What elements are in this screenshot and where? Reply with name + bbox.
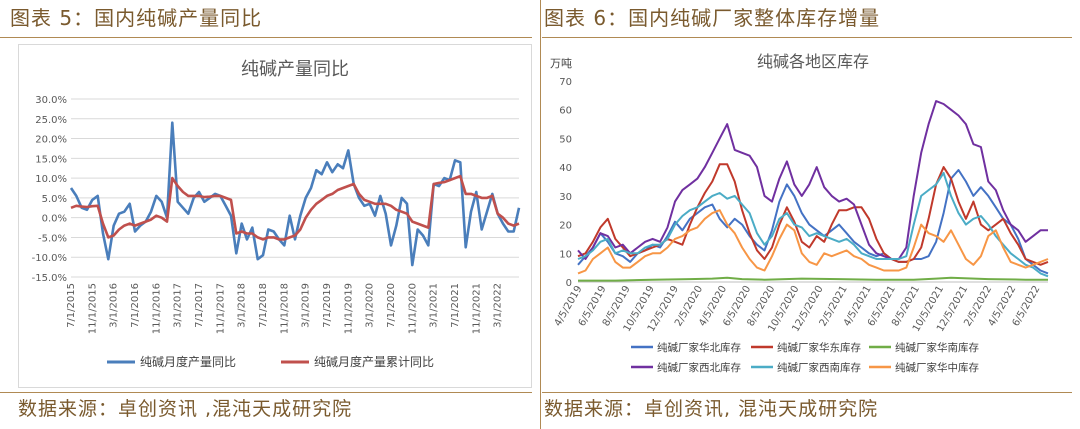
left-source-rule (0, 392, 532, 393)
left-panel: 图表 5：国内纯碱产量同比 纯碱产量同比 30.0% 25.0% 20.0% 15.0%… (0, 6, 532, 420)
legend-label-3: 纯碱厂家华南库存 (895, 341, 979, 354)
series-line-4 (577, 100, 1048, 260)
legend-label-4: 纯碱厂家西北库存 (657, 361, 741, 374)
production-yoy-chart: 纯碱产量同比 30.0% 25.0% 20.0% 15.0% 10.0% 5.0% 0.0% -… (32, 59, 521, 369)
y-tick-label: 25.0% (35, 115, 67, 126)
x-tick-label: 7/1/2016 (130, 283, 141, 328)
x-tick-label: 7/1/2019 (322, 283, 333, 328)
chart-title: 纯碱产量同比 (241, 59, 349, 80)
left-chart-box: 纯碱产量同比 30.0% 25.0% 20.0% 15.0% 10.0% 5.0% 0.0% -… (18, 44, 532, 388)
right-chart-box: 纯碱各地区库存 万吨 70 60 50 40 30 20 10 0 4/5/2019 6/5/2019… (544, 44, 1056, 386)
left-source: 数据来源：卓创资讯 ,混沌天成研究院 (18, 398, 353, 420)
legend-label-1: 纯碱厂家华北库存 (657, 341, 741, 354)
chart-title: 纯碱各地区库存 (757, 52, 869, 71)
right-source: 数据来源：卓创资讯, 混沌天成研究院 (544, 398, 879, 420)
y-axis-unit: 万吨 (550, 57, 572, 70)
y-tick-label: 0.0% (42, 214, 67, 225)
x-tick-label: 11/1/2015 (87, 283, 98, 334)
series-line-2 (70, 174, 520, 241)
left-figure-title: 图表 5：国内纯碱产量同比 (10, 6, 263, 30)
x-tick-label: 7/1/2021 (450, 283, 461, 328)
y-tick-label: 10.0% (35, 174, 67, 185)
y-tick-label: 20 (559, 221, 572, 232)
x-tick-label: 11/1/2017 (215, 283, 226, 334)
series-line-1 (577, 169, 1049, 275)
legend-label-5: 纯碱厂家西南库存 (777, 361, 861, 374)
series-line-6 (577, 209, 1049, 275)
x-tick-label: 3/1/2021 (429, 283, 440, 328)
regional-inventory-chart: 纯碱各地区库存万吨7060504030201004/5/20196/5/2019… (550, 52, 1049, 374)
y-tick-label: 10 (559, 249, 572, 260)
y-tick-label: 30.0% (35, 95, 67, 106)
x-tick-label: 7/1/2018 (258, 283, 269, 328)
right-panel: 图表 6：国内纯碱厂家整体库存增量 纯碱各地区库存 万吨 70 60 50 40 30 20 1… (542, 0, 1080, 429)
x-tick-label: 3/1/2016 (109, 283, 120, 328)
y-tick-label: 40 (559, 163, 572, 174)
y-tick-label: 20.0% (35, 135, 67, 146)
x-tick-label: 11/1/2020 (407, 283, 418, 334)
legend-label-2: 纯碱月度产量累计同比 (314, 354, 434, 369)
right-figure-title: 图表 6：国内纯碱厂家整体库存增量 (544, 6, 881, 30)
x-tick-label: 7/1/2015 (66, 283, 77, 328)
legend-label-2: 纯碱厂家华东库存 (777, 341, 861, 354)
legend-label-1: 纯碱月度产量同比 (140, 354, 236, 369)
y-tick-label: 30 (559, 192, 572, 203)
y-tick-label: 15.0% (35, 154, 67, 165)
series-line-2 (577, 163, 1049, 266)
y-tick-label: -5.0% (38, 233, 67, 244)
y-tick-label: -10.0% (32, 253, 67, 264)
y-tick-label: 60 (559, 106, 572, 117)
x-tick-label: 3/1/2018 (237, 283, 248, 328)
x-tick-label: 3/1/2022 (493, 283, 504, 328)
y-tick-label: 5.0% (42, 194, 67, 205)
series-line-3 (578, 276, 1048, 282)
legend-label-6: 纯碱厂家华中库存 (895, 361, 979, 374)
x-tick-label: 3/1/2020 (365, 283, 376, 328)
x-tick-label: 7/1/2020 (386, 283, 397, 328)
series-line-5 (577, 171, 1049, 278)
y-tick-label: 70 (559, 77, 572, 88)
right-title-rule (542, 37, 1072, 38)
left-title-rule (0, 37, 532, 38)
x-tick-label: 11/1/2019 (343, 283, 354, 334)
y-tick-label: 50 (559, 134, 572, 145)
x-tick-label: 11/1/2016 (151, 283, 162, 334)
panel-divider (540, 0, 541, 429)
right-source-rule (542, 392, 1072, 393)
x-tick-label: 11/1/2021 (471, 283, 482, 334)
x-tick-label: 3/1/2017 (173, 283, 184, 328)
x-tick-label: 3/1/2019 (301, 283, 312, 328)
series-line-1 (69, 121, 521, 267)
x-tick-label: 11/1/2018 (279, 283, 290, 334)
x-tick-label: 7/1/2017 (194, 283, 205, 328)
y-tick-label: -15.0% (32, 273, 67, 284)
y-tick-label: 0 (566, 278, 572, 289)
